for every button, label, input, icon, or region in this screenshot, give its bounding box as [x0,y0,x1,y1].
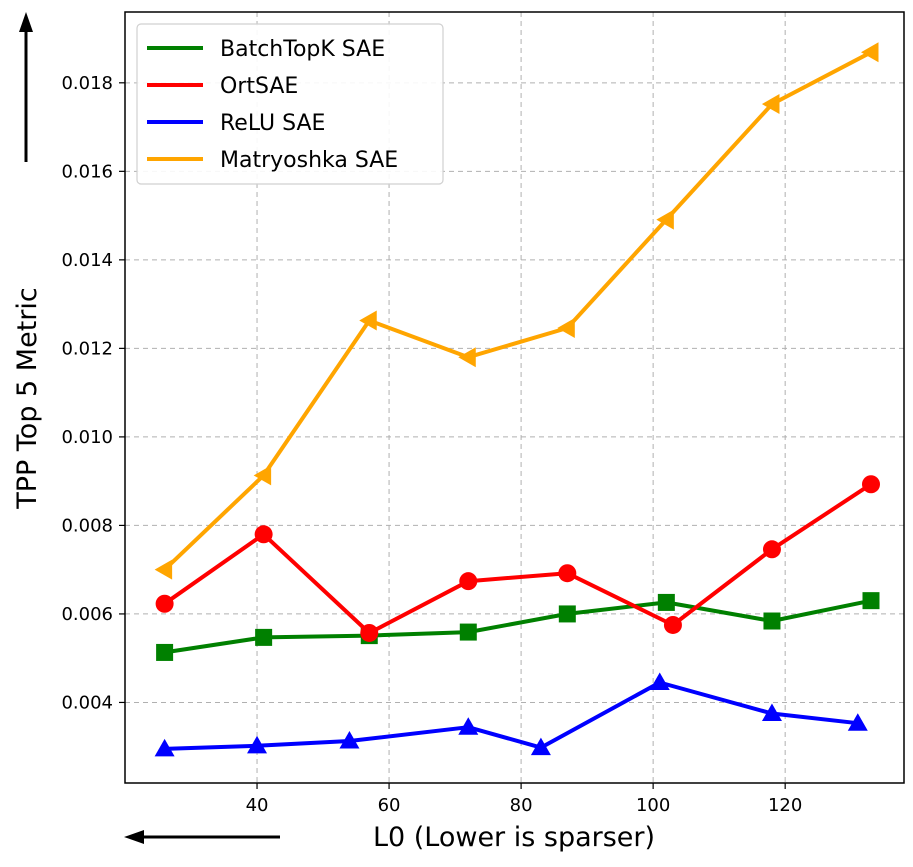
x-tick-label: 80 [510,795,533,816]
y-axis-label: TPP Top 5 Metric [12,287,43,509]
circle-marker [663,615,682,634]
series-batchtopk-sae [156,592,880,661]
x-tick-label: 100 [636,795,670,816]
legend-entry-label: ReLU SAE [220,111,325,136]
y-tick-label: 0.016 [61,161,113,182]
x-tick-label: 60 [378,795,401,816]
plot-area-frame [124,11,905,784]
square-marker [459,623,477,641]
series-line [162,482,873,635]
triangle-left-marker [458,347,476,368]
y-tick-label: 0.014 [61,250,113,271]
y-axis-ticks: 0.004 0.006 0.008 0.010 0.012 0.014 0.016 0.018 [61,73,125,713]
square-marker [763,612,781,630]
left-arrow-icon [124,830,280,844]
series-relu-sae [154,672,868,757]
circle-marker [861,475,880,494]
square-marker [657,593,675,611]
x-axis-ticks: 40 60 80 100 120 [246,783,802,816]
triangle-up-marker [247,735,268,754]
triangle-left-marker [253,465,272,486]
triangle-left-marker [557,318,575,339]
legend-entry-label: Matryoshka SAE [220,148,398,173]
legend: BatchTopK SAE OrtSAE ReLU SAE Matryoshka SA… [136,23,444,185]
triangle-up-marker [339,730,360,749]
series-line [162,680,860,751]
y-tick-label: 0.008 [61,515,113,536]
triangle-left-marker [359,310,377,331]
legend-entry-label: OrtSAE [220,74,298,99]
triangle-up-marker [458,717,479,735]
x-axis-label: L0 (Lower is sparser) [373,822,655,853]
y-tick-label: 0.012 [61,338,113,359]
series-ortsae [155,475,880,642]
square-marker [156,643,174,661]
up-arrow-icon [19,12,33,162]
x-tick-label: 40 [246,795,269,816]
circle-marker [254,525,273,544]
circle-marker [558,564,577,583]
triangle-up-marker [649,672,670,691]
legend-entry-label: BatchTopK SAE [220,37,385,62]
triangle-left-marker [860,42,879,63]
square-marker [862,592,880,610]
series-line [162,50,873,572]
y-tick-label: 0.010 [61,427,113,448]
x-tick-label: 120 [768,795,802,816]
legend-box [136,23,444,185]
series-matryoshka-sae [154,42,879,580]
square-marker [558,605,576,623]
circle-marker [459,572,478,591]
triangle-up-marker [847,713,868,731]
series-layer [154,42,880,757]
triangle-left-marker [154,559,173,580]
circle-marker [762,540,781,559]
y-tick-label: 0.018 [61,73,113,94]
circle-marker [155,594,174,613]
triangle-left-marker [656,209,674,230]
triangle-up-marker [154,738,175,757]
square-marker [255,628,273,646]
triangle-up-marker [530,737,551,756]
circle-marker [360,623,379,642]
triangle-up-marker [761,703,782,722]
y-tick-label: 0.004 [61,692,113,713]
y-tick-label: 0.006 [61,604,113,625]
series-line [162,598,873,655]
triangle-left-marker [761,94,780,115]
